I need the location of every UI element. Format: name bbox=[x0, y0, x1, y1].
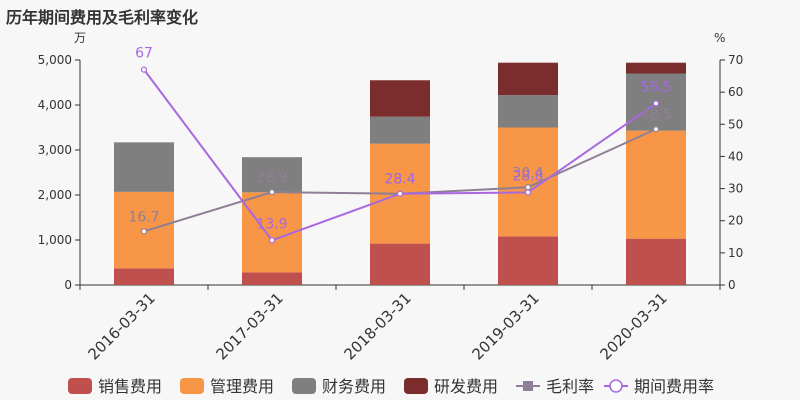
legend-label: 管理费用 bbox=[210, 377, 274, 396]
legend: 销售费用 管理费用 财务费用 研发费用 毛利率 期间费用率 bbox=[68, 377, 714, 396]
lines bbox=[140, 66, 660, 244]
legend-swatch bbox=[404, 378, 428, 394]
data-label: 28.4 bbox=[384, 172, 415, 188]
legend-item: 财务费用 bbox=[292, 377, 386, 396]
chart-title: 历年期间费用及毛利率变化 bbox=[6, 8, 199, 27]
bar-segment bbox=[114, 268, 174, 285]
legend-label: 销售费用 bbox=[98, 377, 162, 396]
line-point bbox=[652, 126, 660, 133]
bar-segment bbox=[626, 130, 686, 239]
bar-segment bbox=[370, 116, 430, 144]
legend-item: 毛利率 bbox=[516, 377, 594, 396]
bar-segment bbox=[242, 272, 302, 285]
right-tick-label: 10 bbox=[728, 246, 743, 260]
left-tick-label: 1,000 bbox=[38, 233, 72, 247]
left-tick-label: 4,000 bbox=[38, 98, 72, 112]
line-point bbox=[652, 100, 660, 107]
data-label: 48.5 bbox=[640, 107, 671, 123]
line-point bbox=[268, 237, 276, 244]
legend-swatch bbox=[68, 378, 92, 394]
right-tick-label: 30 bbox=[728, 182, 743, 196]
legend-label: 毛利率 bbox=[546, 377, 594, 396]
left-tick-label: 3,000 bbox=[38, 143, 72, 157]
right-tick-label: 60 bbox=[728, 85, 743, 99]
right-unit-label: % bbox=[714, 31, 725, 45]
legend-swatch bbox=[180, 378, 204, 394]
legend-label: 研发费用 bbox=[434, 377, 498, 396]
left-unit-label: 万 bbox=[74, 31, 86, 45]
data-label: 28.9 bbox=[256, 170, 287, 186]
line-point bbox=[140, 228, 148, 235]
legend-item: 研发费用 bbox=[404, 377, 498, 396]
x-tick-label: 2019-03-31 bbox=[468, 289, 542, 363]
x-tick-label: 2016-03-31 bbox=[84, 289, 158, 363]
right-tick-label: 40 bbox=[728, 149, 743, 163]
legend-item: 期间费用率 bbox=[604, 377, 714, 396]
bar-segment bbox=[370, 80, 430, 117]
bar-segment bbox=[242, 157, 302, 193]
data-label: 16.7 bbox=[128, 209, 159, 225]
bar-segment bbox=[626, 238, 686, 285]
bar-segment bbox=[626, 62, 686, 74]
bar-segment bbox=[498, 236, 558, 285]
left-tick-label: 2,000 bbox=[38, 188, 72, 202]
right-tick-label: 20 bbox=[728, 214, 743, 228]
line-point bbox=[268, 189, 276, 196]
legend-label: 财务费用 bbox=[322, 377, 386, 396]
line-point bbox=[524, 184, 532, 191]
bar-segment bbox=[114, 142, 174, 192]
legend-item: 管理费用 bbox=[180, 377, 274, 396]
legend-label: 期间费用率 bbox=[634, 377, 714, 396]
data-label: 28.8 bbox=[512, 168, 543, 184]
data-label: 13.9 bbox=[256, 216, 287, 232]
right-tick-label: 0 bbox=[728, 278, 736, 292]
x-tick-label: 2017-03-31 bbox=[212, 289, 286, 363]
data-label: 67 bbox=[135, 46, 153, 62]
data-label: 28.4 bbox=[384, 172, 415, 188]
legend-swatch bbox=[292, 378, 316, 394]
left-tick-label: 0 bbox=[64, 278, 72, 292]
bar-segment bbox=[370, 243, 430, 285]
x-tick-label: 2018-03-31 bbox=[340, 289, 414, 363]
legend-marker bbox=[609, 379, 623, 393]
right-tick-label: 50 bbox=[728, 117, 743, 131]
bar-segment bbox=[498, 95, 558, 128]
line-point bbox=[524, 189, 532, 196]
line-point bbox=[140, 66, 148, 73]
left-tick-label: 5,000 bbox=[38, 53, 72, 67]
data-label: 56.5 bbox=[640, 79, 671, 95]
legend-item: 销售费用 bbox=[68, 377, 162, 396]
bar-segment bbox=[498, 127, 558, 237]
line-point bbox=[396, 190, 404, 197]
bar-segment bbox=[498, 62, 558, 96]
bars bbox=[114, 62, 686, 285]
right-tick-label: 70 bbox=[728, 53, 743, 67]
legend-marker bbox=[523, 381, 533, 391]
data-label: 30.4 bbox=[512, 165, 543, 181]
x-tick-label: 2020-03-31 bbox=[596, 289, 670, 363]
